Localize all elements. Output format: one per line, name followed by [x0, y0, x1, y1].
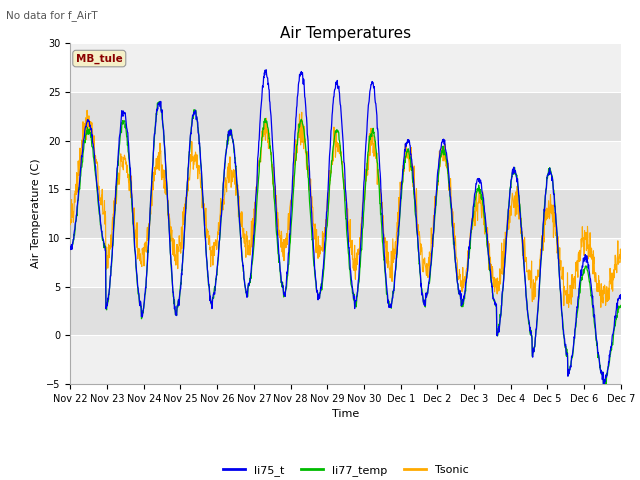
Y-axis label: Air Temperature (C): Air Temperature (C) — [31, 159, 41, 268]
Text: MB_tule: MB_tule — [76, 53, 123, 64]
Text: No data for f_AirT: No data for f_AirT — [6, 10, 98, 21]
Title: Air Temperatures: Air Temperatures — [280, 25, 411, 41]
Bar — [70, 141, 621, 189]
Bar — [70, 92, 621, 141]
X-axis label: Time: Time — [332, 409, 359, 419]
Bar — [70, 287, 621, 336]
Bar — [70, 43, 621, 92]
Bar — [70, 189, 621, 238]
Bar — [70, 336, 621, 384]
Bar — [70, 238, 621, 287]
Legend: li75_t, li77_temp, Tsonic: li75_t, li77_temp, Tsonic — [218, 461, 473, 480]
